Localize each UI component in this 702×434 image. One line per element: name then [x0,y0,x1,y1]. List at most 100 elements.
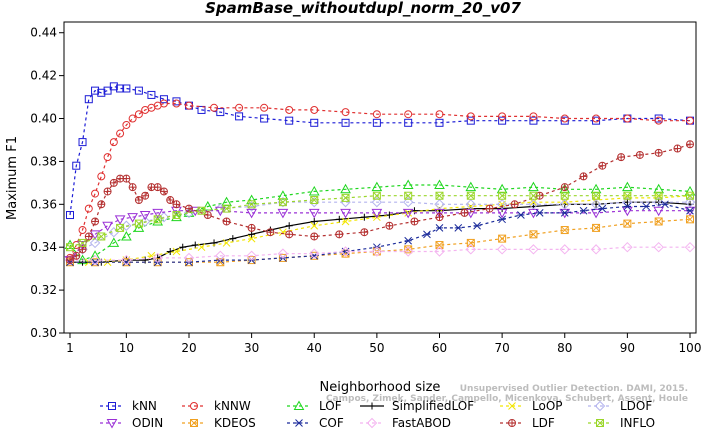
point-lof [246,194,257,205]
point-ldof [183,207,195,219]
point-knn [529,116,538,125]
point-fastabod [559,244,570,255]
point-inflo [222,204,231,213]
point-knn [216,108,225,117]
point-knnw [210,103,219,112]
point-lof [528,181,539,192]
legend-label-odin: ODIN [132,416,163,430]
point-cof [498,215,506,224]
point-inflo [372,191,381,200]
point-knnw [97,172,106,181]
point-simplifiedlof [191,241,199,249]
y-tick-label: 0.38 [30,154,57,168]
x-tick-label: 40 [307,341,322,355]
point-inflo [247,200,256,209]
point-ldf [97,200,106,209]
point-kdeos [623,219,632,228]
point-knn [78,138,87,147]
watermark-line-2: Campos, Zimek, Sander, Campello, Micenko… [326,394,688,404]
point-knnw [84,204,93,213]
series-line-ldf [69,143,691,261]
point-ldf [172,200,181,209]
legend-item-ldof: LDOF [588,399,652,413]
point-simplifiedlof [310,217,318,225]
point-knnw [116,129,125,138]
point-kdeos [498,234,507,243]
point-fastabod [622,241,633,253]
point-loop [247,234,256,243]
x-tick-label: 70 [494,341,509,355]
point-knnw [103,153,112,162]
point-simplifiedlof [285,222,293,230]
point-knn [122,84,131,93]
point-lof [434,179,445,190]
point-lof [340,183,351,194]
point-odin [434,208,445,219]
point-odin [590,208,602,219]
point-odin [152,208,164,219]
legend-item-knn: kNN [100,399,157,413]
x-tick-label: 1 [66,341,74,355]
point-fastabod [371,246,383,257]
point-inflo [310,196,319,205]
point-knnw [466,112,475,121]
point-cof [535,209,544,217]
legend: kNN kNNW LOF SimplifiedLOF LoOP LDOF ODIN KDEOS… [100,399,655,430]
point-knnw [260,103,269,112]
point-knnw [78,226,87,235]
legend-item-fastabod: FastABOD [360,416,451,430]
point-ldf [686,140,694,149]
point-inflo [466,191,475,200]
point-lof [308,185,320,196]
point-loop [197,243,206,252]
point-ldf [109,178,118,187]
point-inflo [654,191,663,200]
x-tick-label: 50 [369,341,384,355]
point-lof [202,200,214,211]
point-odin [465,208,477,219]
point-lof [121,230,132,241]
point-inflo [404,191,413,200]
point-lof [622,181,633,192]
point-kdeos [435,241,444,250]
point-ldf [72,251,81,260]
point-knnw [235,103,244,112]
point-loop [310,221,319,230]
y-tick-label: 0.32 [30,283,57,297]
point-cof [623,202,632,211]
legend-label-loop: LoOP [532,399,563,413]
point-knnw [654,116,663,125]
point-cof [560,209,569,217]
point-ldf [122,174,131,183]
point-fastabod [215,250,226,261]
point-knn [285,116,294,125]
point-ldof [402,196,414,208]
point-knn [134,86,143,95]
point-loop [341,217,350,226]
legend-label-fastabod: FastABOD [392,416,451,430]
point-ldof [559,199,570,210]
legend-label-ldf: LDF [532,416,555,430]
point-fastabod [340,246,351,257]
point-ldof [434,199,445,210]
legend-item-loop: LoOP [500,399,563,413]
point-fastabod [121,254,132,266]
point-fastabod [590,244,602,255]
y-axis: 0.30 0.32 0.34 0.36 0.38 0.40 0.42 0.44 [30,26,64,340]
watermark: Unsupervised Outlier Detection. DAMI, 20… [326,384,688,404]
point-lof [277,190,289,200]
point-knn [84,95,93,104]
point-lof [684,185,696,196]
series-inflo [66,191,694,252]
point-odin [496,208,508,219]
point-odin [114,215,126,225]
point-knnw [435,110,444,119]
point-knn [235,112,244,121]
point-ldf [435,213,444,222]
point-cof [435,224,444,232]
point-ldof [590,199,602,210]
point-knnw [529,112,538,121]
y-tick-label: 0.34 [30,240,57,254]
point-knn [97,88,106,97]
